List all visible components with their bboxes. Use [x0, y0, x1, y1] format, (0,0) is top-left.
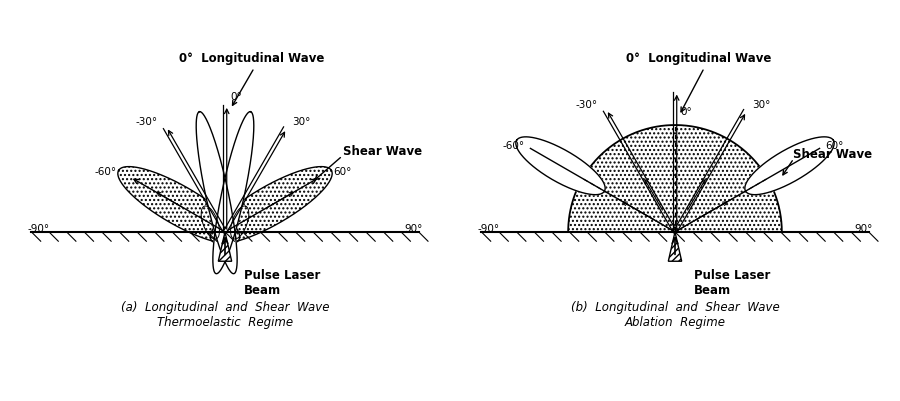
Polygon shape	[212, 111, 254, 274]
Text: 0°: 0°	[230, 92, 242, 102]
Text: 30°: 30°	[752, 99, 770, 109]
Text: 60°: 60°	[825, 142, 844, 152]
Polygon shape	[516, 137, 605, 194]
Text: -60°: -60°	[94, 167, 117, 177]
Text: Shear Wave: Shear Wave	[343, 145, 421, 158]
Text: -90°: -90°	[27, 224, 50, 234]
Polygon shape	[669, 232, 681, 261]
Text: 30°: 30°	[292, 117, 310, 127]
Text: Shear Wave: Shear Wave	[793, 148, 871, 161]
Polygon shape	[745, 137, 834, 194]
Text: 0°: 0°	[680, 107, 692, 117]
Text: 60°: 60°	[333, 167, 352, 177]
Text: 0°  Longitudinal Wave: 0° Longitudinal Wave	[179, 52, 324, 65]
Text: 90°: 90°	[854, 224, 873, 234]
Text: -30°: -30°	[575, 99, 598, 109]
Polygon shape	[211, 166, 332, 244]
Text: -90°: -90°	[477, 224, 500, 234]
Polygon shape	[118, 166, 239, 244]
Polygon shape	[196, 111, 238, 274]
Text: -30°: -30°	[135, 117, 158, 127]
Text: 0°  Longitudinal Wave: 0° Longitudinal Wave	[626, 52, 771, 65]
Text: (b)  Longitudinal  and  Shear  Wave
Ablation  Regime: (b) Longitudinal and Shear Wave Ablation…	[571, 301, 779, 329]
Text: 90°: 90°	[404, 224, 423, 234]
Text: (a)  Longitudinal  and  Shear  Wave
Thermoelastic  Regime: (a) Longitudinal and Shear Wave Thermoel…	[121, 301, 329, 329]
Text: -60°: -60°	[502, 142, 525, 152]
Text: Pulse Laser
Beam: Pulse Laser Beam	[694, 269, 770, 297]
Text: Pulse Laser
Beam: Pulse Laser Beam	[244, 269, 320, 297]
Polygon shape	[568, 125, 782, 232]
Polygon shape	[219, 232, 231, 261]
